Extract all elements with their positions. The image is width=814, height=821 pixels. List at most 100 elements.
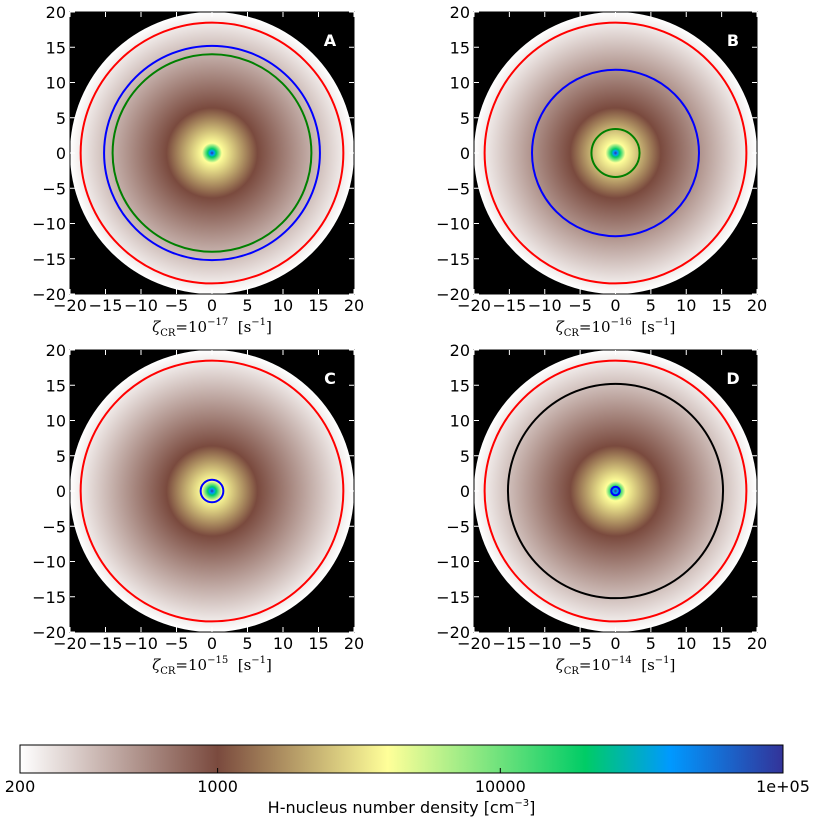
density-map (474, 350, 757, 632)
x-tick-label: −10 (124, 296, 158, 315)
colorbar-tick-label: 10000 (475, 777, 526, 796)
panel-c: −20−20−15−15−10−10−5−50055101015152020Cζ… (32, 341, 364, 677)
y-tick-label: −5 (42, 179, 66, 198)
contour-1 (506, 382, 725, 600)
x-tick-label: −10 (124, 634, 158, 653)
y-tick-label: −10 (32, 553, 66, 572)
y-tick-label: 0 (460, 482, 470, 501)
y-tick-label: −10 (436, 553, 470, 572)
contour-1 (103, 44, 321, 262)
y-tick-label: −5 (446, 179, 470, 198)
y-tick-label: −20 (436, 285, 470, 304)
colorbar-tick-label: 1000 (197, 777, 238, 796)
x-tick-label: −10 (528, 296, 562, 315)
x-tick-label: 15 (711, 634, 731, 653)
y-tick-label: −10 (32, 215, 66, 234)
x-tick-label: −5 (568, 296, 592, 315)
contour-0 (79, 21, 345, 285)
contour-1 (199, 478, 225, 504)
y-tick-label: −15 (32, 588, 66, 607)
x-axis-label: ζCR=10−16 [s−1] (556, 317, 676, 339)
y-tick-label: −5 (42, 517, 66, 536)
y-tick-label: 15 (450, 376, 470, 395)
y-tick-label: 0 (460, 144, 470, 163)
y-tick-label: 15 (46, 38, 66, 57)
contour-0 (483, 21, 748, 285)
contour-0 (79, 359, 345, 623)
x-tick-label: 15 (308, 296, 328, 315)
colorbar-tick-label: 1e+05 (756, 777, 810, 796)
y-tick-label: −10 (436, 215, 470, 234)
contour-2 (590, 128, 641, 178)
x-tick-label: 10 (676, 296, 696, 315)
panel-a: −20−20−15−15−10−10−5−50055101015152020Aζ… (32, 3, 364, 339)
panels: −20−20−15−15−10−10−5−50055101015152020Aζ… (32, 3, 767, 677)
density-map (70, 12, 354, 294)
y-tick-label: −15 (436, 588, 470, 607)
y-tick-label: 15 (46, 376, 66, 395)
x-tick-label: 15 (711, 296, 731, 315)
contour-2 (610, 485, 621, 497)
x-tick-label: 10 (273, 296, 293, 315)
x-tick-label: −5 (165, 634, 189, 653)
colorbar: 200 1000 10000 1e+05 H-nucleus number densit… (5, 744, 810, 817)
panel-label: B (727, 31, 739, 50)
contour-0 (483, 359, 748, 623)
x-tick-label: −20 (457, 296, 491, 315)
x-tick-label: 20 (344, 296, 364, 315)
y-tick-label: −20 (32, 285, 66, 304)
x-axis-label: ζCR=10−17 [s−1] (152, 317, 272, 339)
x-tick-label: 0 (610, 634, 620, 653)
y-tick-label: 5 (460, 109, 470, 128)
y-tick-label: 10 (450, 412, 470, 431)
x-tick-label: 20 (344, 634, 364, 653)
panel-d: −20−20−15−15−10−10−5−50055101015152020Dζ… (436, 341, 767, 677)
y-tick-label: 5 (460, 447, 470, 466)
y-tick-label: 10 (450, 74, 470, 93)
y-tick-label: 10 (46, 74, 66, 93)
x-axis-label: ζCR=10−14 [s−1] (556, 655, 676, 677)
x-tick-label: −5 (165, 296, 189, 315)
x-tick-label: −10 (528, 634, 562, 653)
x-tick-label: −20 (53, 634, 87, 653)
x-tick-label: −15 (89, 296, 123, 315)
x-tick-label: 15 (308, 634, 328, 653)
x-tick-label: 0 (207, 296, 217, 315)
y-tick-label: 20 (450, 3, 470, 22)
x-tick-label: −20 (53, 296, 87, 315)
panel-label: D (726, 369, 739, 388)
y-tick-label: 20 (46, 341, 66, 360)
y-tick-label: 0 (56, 144, 66, 163)
panel-label: C (324, 369, 336, 388)
x-tick-label: −20 (457, 634, 491, 653)
x-tick-label: 10 (676, 634, 696, 653)
colorbar-label: H-nucleus number density [cm−3] (268, 798, 536, 817)
y-tick-label: 20 (46, 3, 66, 22)
x-tick-label: 5 (646, 634, 656, 653)
x-tick-label: −5 (568, 634, 592, 653)
y-tick-label: 15 (450, 38, 470, 57)
x-tick-label: 0 (207, 634, 217, 653)
x-tick-label: 20 (747, 296, 767, 315)
density-map (474, 12, 757, 294)
x-tick-label: −15 (492, 634, 526, 653)
x-axis-label: ζCR=10−15 [s−1] (152, 655, 272, 677)
x-tick-label: −15 (89, 634, 123, 653)
x-tick-label: −15 (492, 296, 526, 315)
y-tick-label: 10 (46, 412, 66, 431)
y-tick-label: 20 (450, 341, 470, 360)
panel-b: −20−20−15−15−10−10−5−50055101015152020Bζ… (436, 3, 767, 339)
colorbar-tick-label: 200 (5, 777, 36, 796)
y-tick-label: 5 (56, 447, 66, 466)
density-map (70, 350, 354, 632)
y-tick-label: −15 (436, 250, 470, 269)
panel-label: A (324, 31, 337, 50)
y-tick-label: −20 (436, 623, 470, 642)
colorbar-strip (19, 744, 784, 774)
x-tick-label: 20 (747, 634, 767, 653)
x-tick-label: 0 (610, 296, 620, 315)
x-tick-label: 10 (273, 634, 293, 653)
contour-1 (531, 68, 700, 238)
y-tick-label: −15 (32, 250, 66, 269)
